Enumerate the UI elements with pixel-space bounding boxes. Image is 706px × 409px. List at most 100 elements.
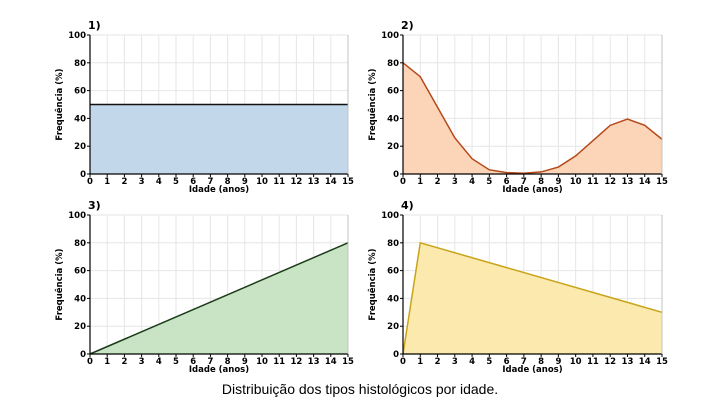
y-tick-label: 60 [74,87,86,97]
y-tick-label: 40 [387,114,399,124]
x-tick-label: 2 [121,177,127,187]
x-tick-label: 6 [504,357,510,367]
x-tick-label: 14 [325,177,337,187]
chart-panel-1: 0 1 2 3 4 5 6 7 8 9 10 11 12 13 14 150204060801001)Idad… [54,19,354,195]
figure-caption: Distribuição dos tipos histológicos por … [222,381,498,397]
y-tick-label: 0 [80,350,86,360]
x-tick-label: 2 [435,357,441,367]
x-tick-label: 11 [273,357,285,367]
x-tick-label: 15 [342,177,354,187]
y-tick-label: 100 [68,211,86,221]
x-tick-label: 1 [104,357,110,367]
x-tick-label: 6 [190,357,196,367]
x-tick-label: 8 [225,177,231,187]
x-tick-label: 15 [656,357,668,367]
series-area [90,104,348,174]
x-tick-label: 7 [521,357,527,367]
x-tick-label: 1 [417,177,423,187]
y-axis-label: Frequência (%) [367,68,378,140]
x-axis-label: Idade (anos) [502,365,562,375]
chart-panel-2: 0 1 2 3 4 5 6 7 8 9 10 11 12 13 14 150204060801002)Idad… [367,19,668,195]
x-tick-label: 12 [604,177,616,187]
x-tick-label: 14 [639,177,651,187]
x-tick-label: 2 [121,357,127,367]
x-tick-label: 9 [555,177,561,187]
y-tick-label: 0 [393,350,399,360]
x-tick-label: 8 [225,357,231,367]
x-axis-label: Idade (anos) [189,365,249,375]
x-tick-label: 0 [400,177,406,187]
x-axis-label: Idade (anos) [502,185,562,195]
x-tick-label: 5 [486,177,492,187]
y-tick-label: 100 [381,31,399,41]
x-tick-label: 4 [469,357,475,367]
x-tick-label: 0 [400,357,406,367]
x-tick-label: 3 [139,177,145,187]
y-axis-label: Frequência (%) [367,248,378,320]
y-tick-label: 40 [387,294,399,304]
x-tick-label: 4 [156,357,162,367]
x-tick-label: 13 [308,177,320,187]
x-tick-label: 7 [521,177,527,187]
x-tick-label: 13 [622,357,634,367]
x-tick-label: 6 [504,177,510,187]
y-tick-label: 80 [74,59,86,69]
x-tick-label: 15 [342,357,354,367]
x-tick-label: 5 [173,177,179,187]
x-axis-label: Idade (anos) [189,185,249,195]
x-tick-label: 7 [207,177,213,187]
y-tick-label: 80 [74,239,86,249]
x-tick-label: 12 [290,177,302,187]
series-area [403,62,662,174]
y-tick-label: 100 [381,211,399,221]
y-tick-label: 20 [387,142,399,152]
x-tick-label: 1 [104,177,110,187]
x-tick-label: 12 [604,357,616,367]
chart-panels: 0 1 2 3 4 5 6 7 8 9 10 11 12 13 14 150204060801001)Idad… [54,19,668,375]
x-tick-label: 10 [256,357,268,367]
series-line [402,62,663,175]
x-tick-label: 6 [190,177,196,187]
y-tick-label: 40 [74,294,86,304]
x-tick-label: 4 [469,177,475,187]
x-tick-label: 2 [435,177,441,187]
x-tick-label: 8 [538,177,544,187]
x-tick-label: 5 [486,357,492,367]
x-tick-label: 11 [587,177,599,187]
x-tick-label: 15 [656,177,668,187]
x-tick-label: 10 [570,357,582,367]
y-tick-label: 60 [387,267,399,277]
series-line [402,241,663,355]
y-tick-label: 0 [393,170,399,180]
y-tick-label: 60 [74,267,86,277]
chart-panel-4: 0 1 2 3 4 5 6 7 8 9 10 11 12 13 14 150204060801004)Idad… [367,199,668,375]
y-tick-label: 100 [68,31,86,41]
x-tick-label: 4 [156,177,162,187]
series-line [89,242,349,355]
panel-title: 4) [401,199,414,212]
y-axis-label: Frequência (%) [54,68,65,140]
x-tick-label: 3 [452,177,458,187]
x-tick-label: 5 [173,357,179,367]
x-tick-label: 10 [570,177,582,187]
y-tick-label: 60 [387,87,399,97]
x-tick-label: 9 [555,357,561,367]
y-tick-label: 40 [74,114,86,124]
x-tick-label: 9 [242,357,248,367]
x-tick-label: 3 [452,357,458,367]
x-tick-label: 10 [256,177,268,187]
x-tick-label: 12 [290,357,302,367]
panel-title: 2) [401,19,414,32]
x-tick-label: 11 [273,177,285,187]
x-tick-label: 14 [325,357,337,367]
y-tick-label: 20 [74,322,86,332]
y-tick-label: 20 [74,142,86,152]
series-area [403,242,662,354]
x-tick-label: 13 [308,357,320,367]
x-tick-label: 7 [207,357,213,367]
y-tick-label: 80 [387,239,399,249]
chart-panel-3: 0 1 2 3 4 5 6 7 8 9 10 11 12 13 14 150204060801003)Idad… [54,199,354,375]
y-tick-label: 80 [387,59,399,69]
x-tick-label: 14 [639,357,651,367]
